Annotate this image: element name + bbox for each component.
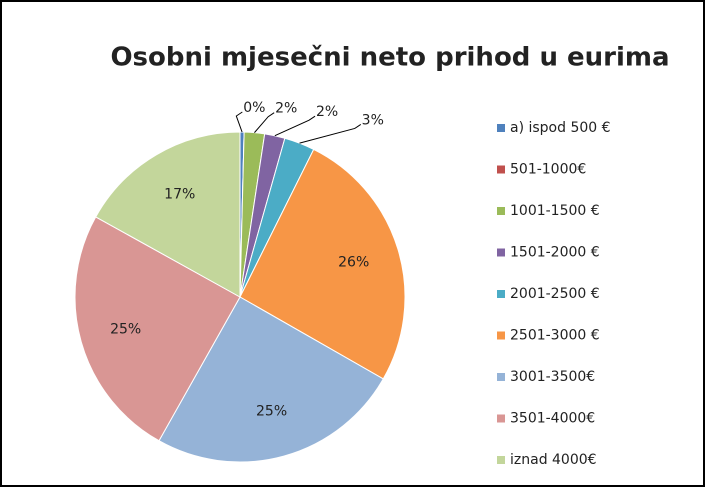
- leader-line: [235, 111, 243, 133]
- legend-label: 3001-3500€: [510, 369, 595, 385]
- legend-swatch: [497, 331, 505, 340]
- legend-label: 2001-2500 €: [510, 286, 600, 302]
- data-label: 25%: [256, 404, 287, 420]
- data-label: 2%: [316, 104, 338, 120]
- legend-label: 3501-4000€: [510, 411, 595, 427]
- legend-swatch: [497, 456, 505, 464]
- data-label: 3%: [362, 112, 384, 128]
- legend-label: 1501-2000 €: [510, 245, 600, 261]
- pie-slice: [239, 148, 406, 380]
- legend-swatch: [497, 414, 505, 423]
- pie-slice: [158, 296, 384, 463]
- data-label: 2%: [275, 101, 297, 117]
- legend-label: 2501-3000 €: [510, 328, 600, 344]
- legend-swatch: [497, 290, 505, 298]
- data-label: 25%: [110, 321, 141, 337]
- legend-swatch: [497, 248, 505, 257]
- pie-slice: [74, 216, 241, 442]
- data-label: 17%: [164, 187, 195, 203]
- leader-line: [299, 124, 362, 144]
- legend-label: 1001-1500 €: [510, 203, 600, 219]
- legend-label: a) ispod 500 €: [510, 120, 611, 136]
- chart-title: Osobni mjesečni neto prihod u eurima: [110, 43, 669, 73]
- data-label: 0%: [243, 100, 265, 116]
- pie-slice: [95, 131, 241, 298]
- leader-line: [274, 115, 316, 137]
- leader-line: [254, 112, 275, 133]
- data-label: 26%: [338, 255, 369, 271]
- legend-swatch: [497, 207, 505, 215]
- legend-swatch: [497, 124, 505, 132]
- legend-label: 501-1000€: [510, 162, 586, 178]
- legend-swatch: [497, 373, 505, 381]
- legend-label: iznad 4000€: [510, 452, 597, 468]
- legend-swatch: [497, 165, 505, 174]
